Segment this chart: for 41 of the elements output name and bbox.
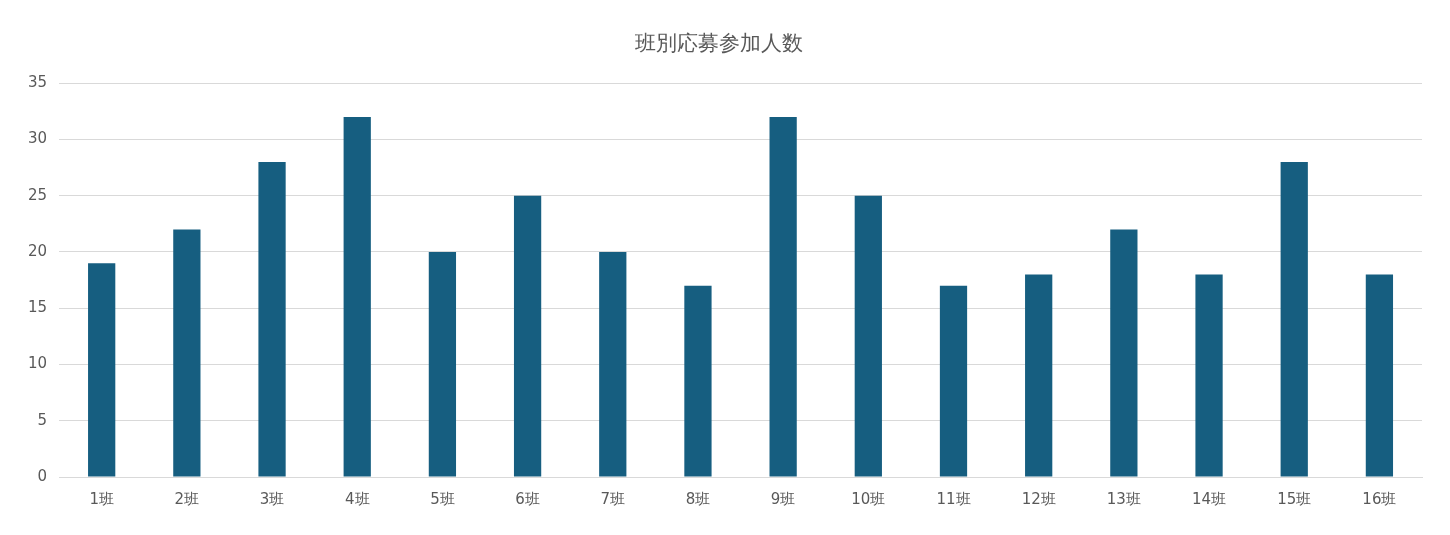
- y-tick-label: 30: [27, 129, 48, 148]
- bar: [513, 195, 542, 477]
- bar: [428, 251, 457, 477]
- bar: [939, 285, 968, 477]
- bar: [599, 251, 627, 477]
- x-tick-label: 16班: [1362, 489, 1397, 508]
- bar: [1025, 274, 1053, 477]
- y-tick-label: 15: [27, 298, 48, 317]
- x-tick-label: 4班: [344, 489, 370, 508]
- x-tick-label: 8班: [685, 489, 711, 508]
- x-tick-label: 2班: [174, 489, 200, 508]
- bar: [343, 116, 371, 477]
- y-tick-label: 0: [37, 466, 48, 485]
- chart-title: 班別応募参加人数: [635, 31, 803, 56]
- y-tick-label: 20: [27, 241, 48, 260]
- bar: [1195, 274, 1223, 477]
- x-tick-label: 6班: [515, 489, 540, 508]
- bar: [258, 161, 286, 477]
- x-tick-label: 12班: [1021, 489, 1056, 508]
- y-tick-label: 5: [37, 410, 48, 429]
- x-tick-label: 5班: [430, 489, 455, 508]
- y-tick-label: 25: [27, 185, 48, 204]
- bar: [854, 195, 882, 477]
- x-tick-label: 3班: [259, 489, 285, 508]
- x-tick-label: 1班: [89, 489, 114, 508]
- x-tick-label: 14班: [1192, 489, 1227, 508]
- bar: [1365, 274, 1394, 477]
- bar: [769, 116, 797, 477]
- y-tick-label: 10: [27, 354, 48, 373]
- bar: [1280, 161, 1308, 477]
- bar: [684, 285, 712, 477]
- x-tick-label: 9班: [770, 489, 796, 508]
- x-tick-label: 11班: [936, 489, 971, 508]
- bar: [173, 229, 201, 477]
- x-tick-label: 10班: [851, 489, 886, 508]
- y-tick-label: 35: [27, 73, 48, 92]
- bar: [1110, 229, 1138, 477]
- x-tick-label: 13班: [1106, 489, 1141, 508]
- x-tick-label: 15班: [1277, 489, 1312, 508]
- x-tick-label: 7班: [600, 489, 626, 508]
- bar: [88, 263, 116, 477]
